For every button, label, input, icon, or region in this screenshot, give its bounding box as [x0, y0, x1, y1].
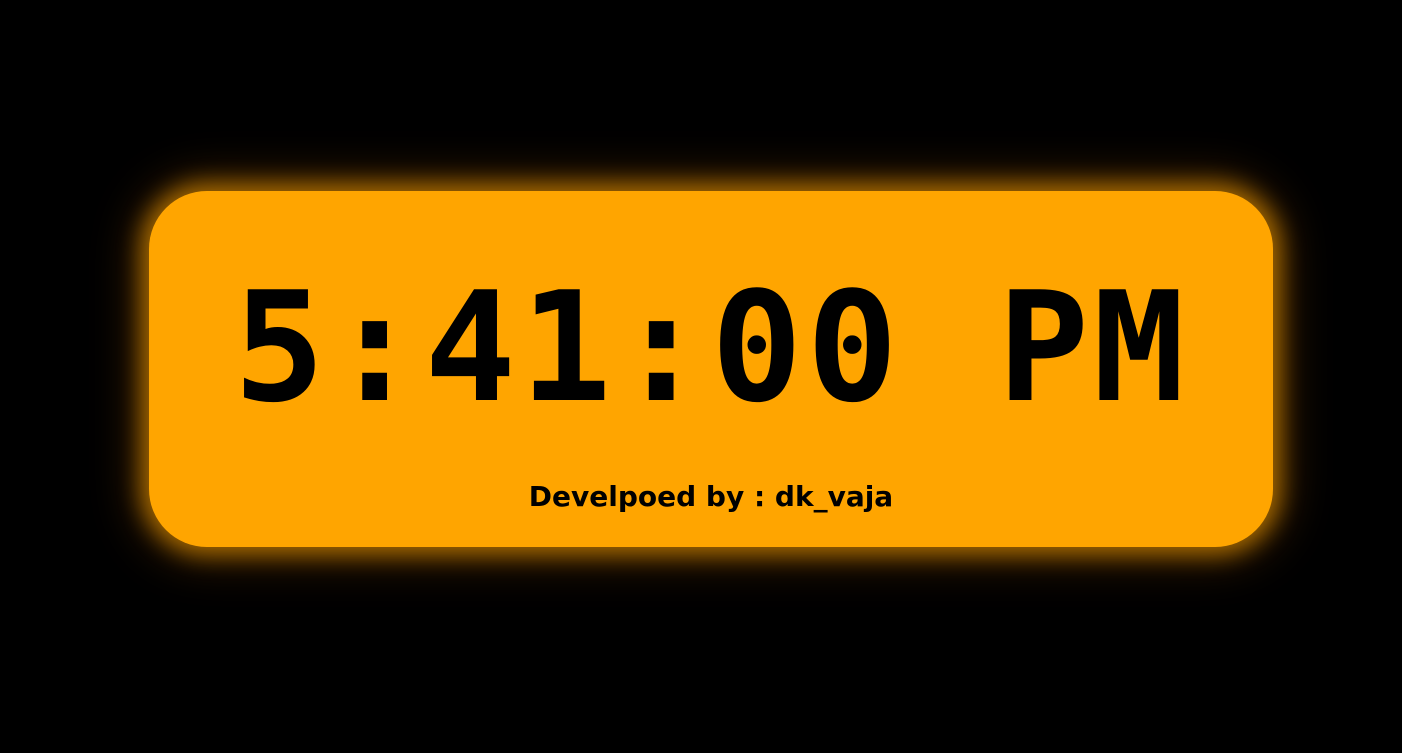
clock-time-display: 5:41:00 PM	[233, 259, 1189, 436]
clock-card: 5:41:00 PM Develpoed by : dk_vaja	[149, 191, 1273, 547]
developer-credit: Develpoed by : dk_vaja	[528, 480, 894, 513]
